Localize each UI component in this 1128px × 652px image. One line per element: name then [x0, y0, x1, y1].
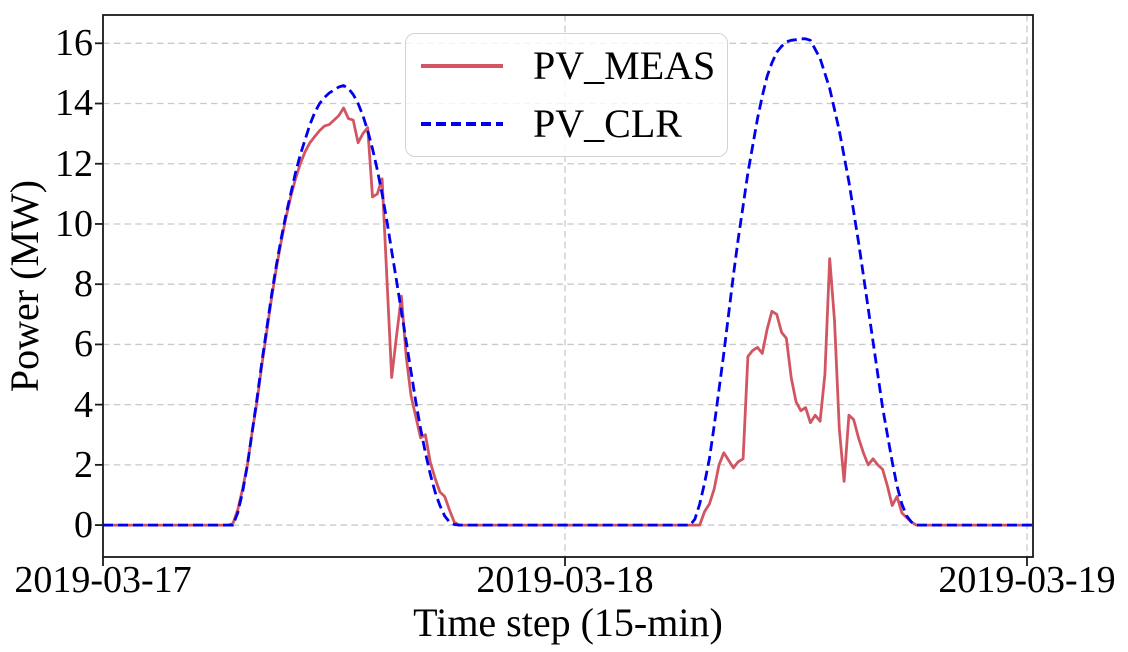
y-tick-16: 16: [55, 22, 93, 64]
legend-item-pv-meas: PV_MEAS: [406, 41, 727, 91]
y-tick-12: 12: [55, 143, 93, 185]
x-axis-label: Time step (15-min): [413, 600, 723, 645]
x-tick-date-3: 2019-03-19: [938, 559, 1115, 601]
y-tick-14: 14: [55, 82, 93, 124]
series-line-pv-meas: [103, 106, 1033, 527]
y-tick-4: 4: [74, 384, 93, 426]
y-tick-2: 2: [74, 444, 93, 486]
y-tick-10: 10: [55, 203, 93, 245]
x-tick-date-1: 2019-03-17: [14, 559, 191, 601]
series-layer: [103, 37, 1033, 527]
y-tick-6: 6: [74, 323, 93, 365]
x-tick-labels: 2019-03-17 2019-03-18 2019-03-19: [14, 559, 1115, 601]
pv-clr-line-swatch: [421, 121, 503, 126]
tick-layer: [95, 42, 1028, 566]
y-axis-label: Power (MW): [2, 180, 47, 392]
y-tick-8: 8: [74, 263, 93, 305]
x-tick-date-2: 2019-03-18: [476, 559, 653, 601]
axes-spines: [102, 14, 1034, 558]
y-tick-0: 0: [74, 504, 93, 546]
legend-label-pv-meas: PV_MEAS: [533, 43, 716, 89]
legend-label-pv-clr: PV_CLR: [533, 100, 682, 146]
pv-meas-line-swatch: [421, 64, 503, 69]
legend: PV_MEAS PV_CLR: [405, 33, 728, 157]
legend-item-pv-clr: PV_CLR: [406, 99, 727, 149]
series-line-pv-clr: [103, 37, 1033, 527]
y-tick-labels: 0 2 4 6 8 10 12 14 16: [55, 22, 93, 546]
